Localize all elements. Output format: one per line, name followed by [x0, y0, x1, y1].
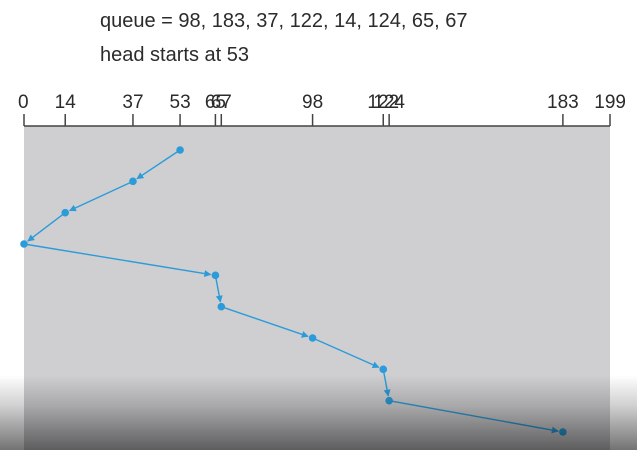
seek-segment: [136, 149, 181, 180]
seek-segment: [68, 180, 134, 212]
tick-label: 37: [122, 92, 143, 113]
tick-label: 122: [367, 92, 399, 113]
seek-segment: [27, 212, 66, 242]
seek-point: [385, 396, 393, 405]
tick-label: 0: [18, 92, 29, 113]
seek-point: [217, 302, 226, 311]
seek-segment: [312, 337, 380, 369]
seek-point: [20, 240, 28, 248]
seek-point: [211, 271, 220, 280]
diagram-panel: [24, 126, 610, 450]
seek-point: [129, 177, 137, 186]
tick-label: 98: [302, 92, 323, 113]
seek-point: [308, 334, 317, 342]
head-start-text: head starts at 53: [100, 44, 249, 66]
tick-label: 199: [594, 92, 626, 113]
seek-point: [559, 428, 567, 436]
queue-text: queue = 98, 183, 37, 122, 14, 124, 65, 6…: [100, 10, 468, 32]
tick-label: 53: [170, 92, 191, 113]
tick-label: 67: [211, 92, 232, 113]
tick-label: 14: [55, 92, 77, 113]
seek-segment: [221, 306, 309, 338]
seek-segment: [214, 275, 223, 303]
seek-point: [61, 208, 70, 217]
tick-label: 124: [373, 92, 405, 113]
seek-point: [176, 146, 184, 154]
seek-segment: [23, 243, 212, 277]
seek-point: [379, 365, 388, 374]
tick-label: 183: [547, 92, 579, 113]
tick-label: 65: [205, 92, 226, 113]
